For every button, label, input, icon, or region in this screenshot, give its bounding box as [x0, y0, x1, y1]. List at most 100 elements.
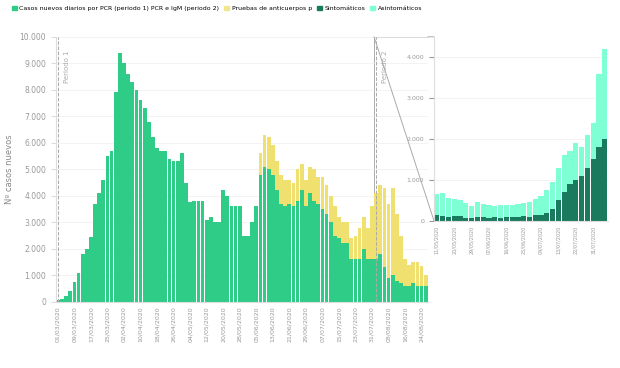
Bar: [550, 209, 556, 221]
Bar: [544, 213, 549, 221]
Bar: [288, 180, 291, 204]
Bar: [259, 153, 262, 174]
Bar: [370, 259, 374, 302]
Bar: [358, 259, 361, 302]
Text: Periodo 2: Periodo 2: [383, 50, 388, 82]
Bar: [77, 273, 81, 302]
Bar: [341, 244, 345, 302]
Bar: [209, 217, 213, 302]
Bar: [242, 236, 246, 302]
Bar: [110, 151, 113, 302]
Bar: [197, 201, 200, 302]
Bar: [366, 227, 370, 259]
Bar: [205, 220, 208, 302]
Bar: [412, 283, 415, 302]
Bar: [403, 259, 407, 286]
Bar: [469, 206, 474, 218]
Bar: [585, 168, 590, 221]
Bar: [378, 254, 382, 302]
Bar: [424, 275, 428, 286]
Bar: [492, 217, 497, 221]
Bar: [329, 196, 332, 222]
Bar: [296, 169, 299, 201]
Bar: [387, 204, 391, 278]
Bar: [229, 206, 233, 302]
Bar: [271, 145, 275, 174]
Bar: [325, 185, 329, 214]
Bar: [217, 222, 221, 302]
Bar: [458, 200, 463, 216]
Bar: [358, 227, 361, 259]
Bar: [213, 222, 217, 302]
Bar: [446, 198, 451, 217]
Bar: [180, 153, 184, 302]
Bar: [403, 286, 407, 302]
Bar: [480, 204, 486, 217]
Bar: [304, 180, 308, 206]
Bar: [345, 222, 349, 244]
Bar: [56, 300, 60, 302]
Bar: [391, 188, 394, 275]
Bar: [275, 191, 279, 302]
Bar: [573, 143, 578, 180]
Bar: [395, 214, 399, 280]
Bar: [527, 217, 532, 221]
Bar: [412, 262, 415, 283]
Bar: [316, 177, 320, 204]
Bar: [73, 282, 76, 302]
Bar: [122, 63, 126, 302]
Bar: [155, 148, 159, 302]
Bar: [221, 191, 225, 302]
Bar: [118, 53, 122, 302]
Bar: [159, 151, 163, 302]
Bar: [329, 222, 332, 302]
Bar: [480, 217, 486, 221]
Bar: [567, 151, 573, 184]
Bar: [147, 121, 151, 302]
Bar: [434, 194, 440, 215]
Bar: [188, 202, 192, 302]
Bar: [556, 168, 561, 200]
Bar: [579, 176, 584, 221]
Bar: [573, 180, 578, 221]
Bar: [562, 155, 567, 192]
Bar: [337, 238, 341, 302]
Bar: [333, 236, 337, 302]
Bar: [486, 217, 492, 221]
Bar: [362, 217, 366, 249]
Bar: [440, 216, 445, 221]
Bar: [366, 259, 370, 302]
Bar: [345, 244, 349, 302]
Bar: [538, 196, 544, 215]
Bar: [374, 37, 428, 302]
Bar: [288, 204, 291, 302]
Bar: [172, 161, 175, 302]
Bar: [308, 167, 312, 193]
Bar: [486, 205, 492, 217]
Bar: [250, 222, 254, 302]
Bar: [176, 161, 180, 302]
Bar: [602, 49, 608, 139]
Bar: [533, 216, 538, 221]
Bar: [267, 138, 270, 169]
Bar: [226, 196, 229, 302]
Bar: [420, 286, 423, 302]
Bar: [590, 123, 596, 159]
Bar: [164, 151, 167, 302]
Bar: [275, 161, 279, 191]
Bar: [579, 147, 584, 176]
Bar: [283, 180, 287, 206]
Bar: [434, 215, 440, 221]
Bar: [407, 265, 411, 286]
Bar: [590, 159, 596, 221]
Bar: [420, 266, 423, 286]
Bar: [263, 135, 267, 167]
Bar: [192, 201, 196, 302]
Bar: [469, 218, 474, 221]
Bar: [407, 286, 411, 302]
Legend: Casos nuevos diarios por PCR (periodo 1) PCR e IgM (periodo 2), Pruebas de antic: Casos nuevos diarios por PCR (periodo 1)…: [9, 3, 425, 14]
Bar: [184, 183, 188, 302]
Bar: [374, 259, 378, 302]
Bar: [291, 206, 295, 302]
Bar: [300, 164, 304, 191]
